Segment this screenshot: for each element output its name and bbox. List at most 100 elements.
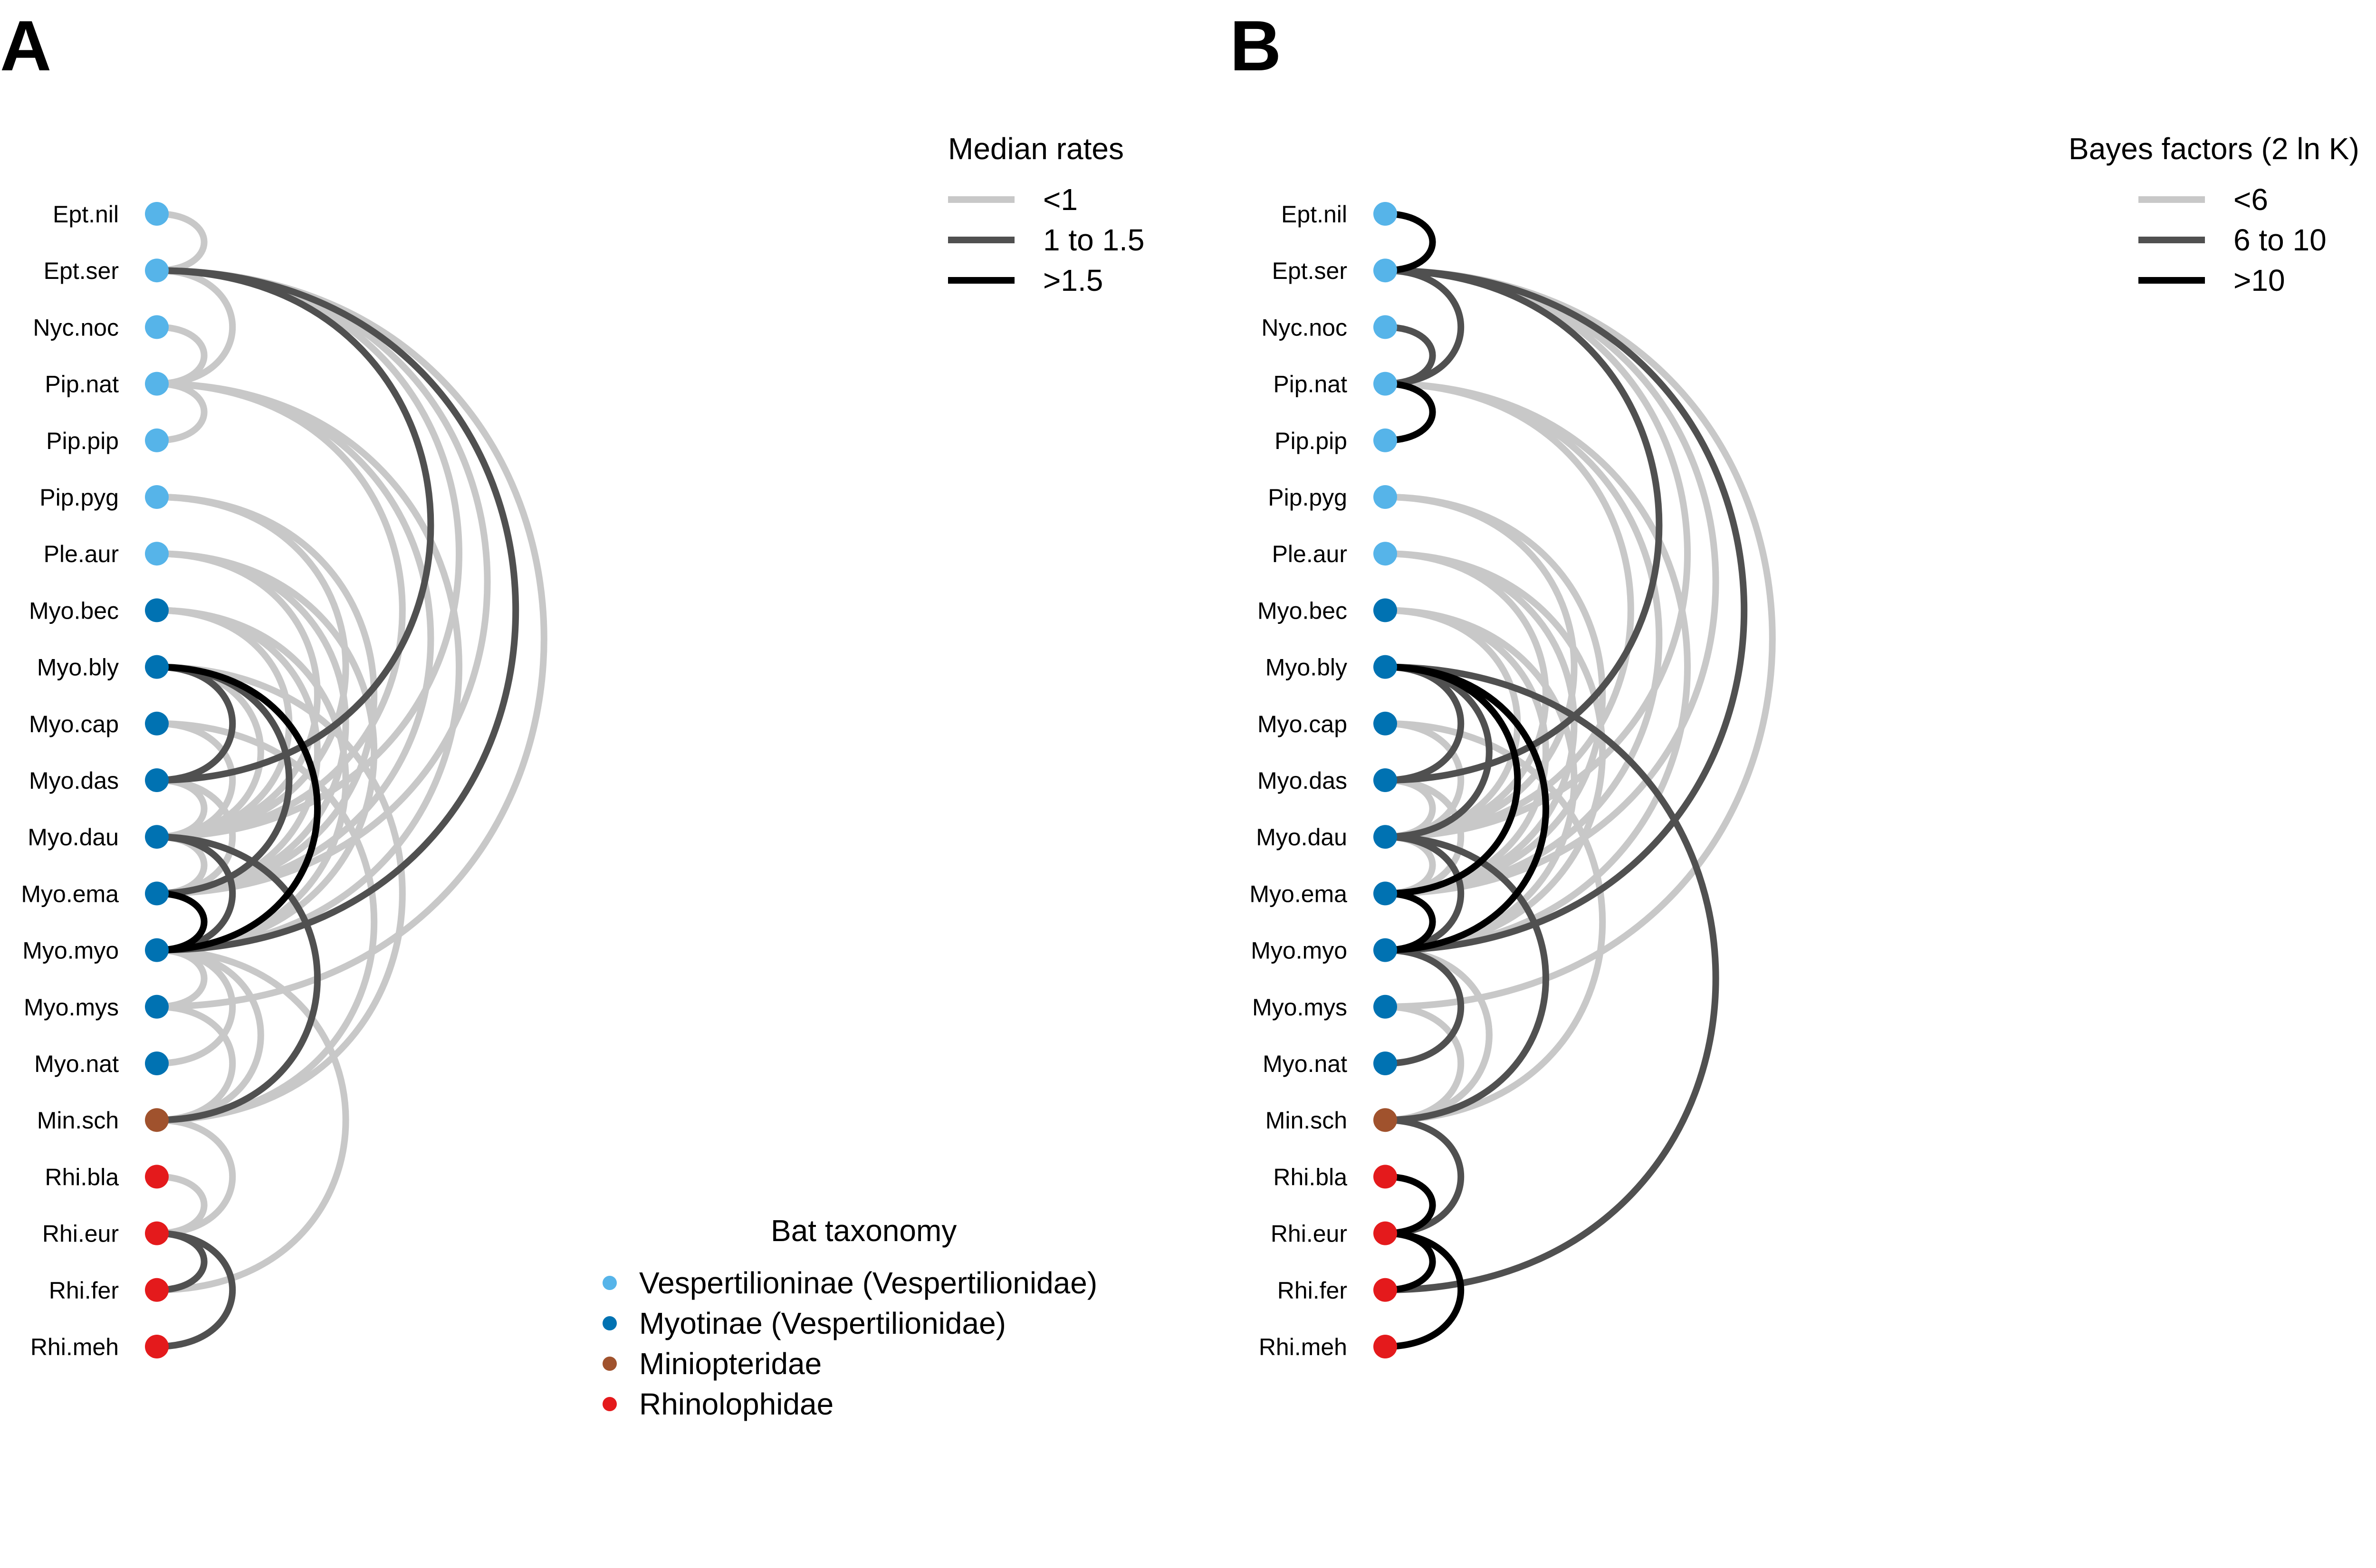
panel-b-legend-title: Bayes factors (2 ln K) xyxy=(2069,132,2359,166)
panel-b-node-myo-cap xyxy=(1373,711,1397,736)
panel-b-node-pip-pyg xyxy=(1373,485,1397,509)
panel-b-node-label-myo-bec: Myo.bec xyxy=(1257,597,1347,624)
panel-a-node-pip-nat xyxy=(145,372,169,396)
panel-b-node-label-rhi-fer: Rhi.fer xyxy=(1277,1277,1347,1304)
panel-b-edge-ept-ser-myo-myo xyxy=(1382,267,1747,954)
panel-a-node-label-ept-nil: Ept.nil xyxy=(53,201,119,228)
panel-b-node-rhi-meh xyxy=(1373,1335,1397,1358)
panel-a-node-nyc-noc xyxy=(145,315,169,339)
panel-b-edge-rhi-bla-rhi-eur xyxy=(1382,1173,1436,1237)
panel-b-nodes: Ept.nil Ept.ser Nyc.noc Pip.nat Pip.pip Pip.p… xyxy=(1249,201,1397,1360)
panel-a-node-label-ple-aur: Ple.aur xyxy=(44,541,119,567)
panel-b-node-label-myo-cap: Myo.cap xyxy=(1257,711,1347,737)
panel-b-edge-ept-nil-ept-ser xyxy=(1382,210,1436,274)
panel-a-edge-rhi-eur-rhi-meh xyxy=(153,1230,236,1350)
panel-a-node-rhi-fer xyxy=(145,1278,169,1302)
panel-a-node-label-pip-nat: Pip.nat xyxy=(45,371,119,398)
panel-b-edges xyxy=(1382,210,1776,1350)
panel-a-edge-pip-pyg-myo-ema xyxy=(153,494,378,897)
panel-a-node-pip-pip xyxy=(145,428,169,452)
panel-b-edge-pip-pyg-myo-ema xyxy=(1382,494,1606,897)
panel-a-edge-ple-aur-myo-ema xyxy=(153,550,349,897)
panel-b-node-label-pip-nat: Pip.nat xyxy=(1273,371,1347,398)
panel-b-edge-myo-dau-min-sch xyxy=(1382,833,1549,1124)
panel-b-node-label-myo-das: Myo.das xyxy=(1257,767,1347,794)
panel-a-node-ept-nil xyxy=(145,202,169,226)
panel-b-node-pip-pip xyxy=(1373,428,1397,452)
panel-a-edge-nyc-noc-pip-nat xyxy=(153,324,208,387)
panel-a-node-label-pip-pyg: Pip.pyg xyxy=(39,484,119,511)
panel-a-node-label-myo-dau: Myo.dau xyxy=(28,824,119,851)
panel-a-node-label-rhi-bla: Rhi.bla xyxy=(45,1164,119,1190)
panel-a-node-myo-das xyxy=(145,768,169,792)
panel-b-letter: B xyxy=(1230,6,1281,86)
panel-a-edge-myo-dau-min-sch xyxy=(153,833,321,1124)
panel-b-node-rhi-eur xyxy=(1373,1221,1397,1245)
panel-b-node-myo-mys xyxy=(1373,994,1397,1019)
panel-a-edge-myo-ema-myo-myo xyxy=(153,890,208,954)
panel-a-node-ple-aur xyxy=(145,542,169,566)
panel-b-edge-ept-ser-myo-mys xyxy=(1382,267,1776,1010)
panel-a-node-myo-myo xyxy=(145,938,169,962)
taxonomy-label-rhinolophidae: Rhinolophidae xyxy=(639,1387,834,1421)
panel-a-node-myo-cap xyxy=(145,711,169,736)
panel-b-node-ept-nil xyxy=(1373,202,1397,226)
panel-b-node-label-rhi-eur: Rhi.eur xyxy=(1271,1221,1347,1247)
panel-b-edge-pip-nat-pip-pip xyxy=(1382,380,1436,444)
panel-b-edge-myo-bly-rhi-fer xyxy=(1382,663,1719,1293)
panel-b-node-pip-nat xyxy=(1373,372,1397,396)
panel-b-node-rhi-bla xyxy=(1373,1165,1397,1189)
panel-a-node-myo-bly xyxy=(145,655,169,679)
panel-a-edge-ept-ser-myo-das xyxy=(153,267,434,784)
panel-a-node-label-min-sch: Min.sch xyxy=(37,1107,119,1134)
panel-b-node-label-myo-dau: Myo.dau xyxy=(1256,824,1347,851)
panel-b-edge-myo-bec-myo-ema xyxy=(1382,607,1549,897)
panel-a-node-label-myo-cap: Myo.cap xyxy=(29,711,119,737)
panel-a-legend-label-high: >1.5 xyxy=(1043,263,1103,297)
taxonomy-label-myotinae: Myotinae (Vespertilionidae) xyxy=(639,1306,1006,1340)
panel-b-edge-min-sch-myo-myo xyxy=(1382,947,1493,1124)
panel-a-legend-title: Median rates xyxy=(948,132,1124,166)
panel-a-edge-ple-aur-myo-myo xyxy=(153,550,378,954)
panel-b-legend-label-mid: 6 to 10 xyxy=(2233,223,2327,257)
panel-b-node-myo-das xyxy=(1373,768,1397,792)
panel-a-edge-myo-bly-myo-myo xyxy=(153,663,321,954)
panel-b-node-myo-nat xyxy=(1373,1052,1397,1075)
panel-a-edge-myo-myo-min-sch xyxy=(153,947,264,1124)
panel-b-node-myo-ema xyxy=(1373,881,1397,906)
panel-b-edge-myo-cap-min-sch xyxy=(1382,720,1606,1124)
panel-a-node-myo-bec xyxy=(145,598,169,622)
panel-b-node-ept-ser xyxy=(1373,258,1397,283)
panel-b-edge-nyc-noc-pip-nat xyxy=(1382,324,1436,387)
panel-b-node-label-min-sch: Min.sch xyxy=(1265,1107,1347,1134)
taxonomy-label-vespertilioninae: Vespertilioninae (Vespertilionidae) xyxy=(639,1266,1097,1300)
panel-b-edge-ple-aur-myo-ema xyxy=(1382,550,1578,897)
panel-a-node-label-myo-bec: Myo.bec xyxy=(29,597,119,624)
panel-b-edge-ple-aur-myo-myo xyxy=(1382,550,1606,954)
panel-b-node-min-sch xyxy=(1373,1108,1397,1132)
taxonomy-swatch-rhinolophidae xyxy=(603,1397,617,1411)
panel-a-nodes: Ept.nil Ept.ser Nyc.noc Pip.nat Pip.pip Pip.p… xyxy=(21,201,169,1360)
panel-a-node-myo-ema xyxy=(145,881,169,906)
panel-a-node-rhi-meh xyxy=(145,1335,169,1358)
panel-b-edge-myo-bly-myo-myo xyxy=(1382,663,1549,954)
panel-b-edge-myo-myo-myo-nat xyxy=(1382,947,1465,1067)
panel-a-edge-ept-ser-myo-myo xyxy=(153,267,519,954)
panel-b-legend: Bayes factors (2 ln K) <6 6 to 10 >10 xyxy=(2069,132,2359,297)
panel-a-node-rhi-eur xyxy=(145,1221,169,1245)
panel-b-edge-pip-nat-myo-myo xyxy=(1382,380,1691,954)
taxonomy-swatch-miniopteridae xyxy=(603,1357,617,1371)
panel-a-node-label-rhi-meh: Rhi.meh xyxy=(30,1334,119,1360)
panel-b-node-myo-bly xyxy=(1373,655,1397,679)
panel-a-legend: Median rates <1 1 to 1.5 >1.5 xyxy=(948,132,1145,297)
panel-b-node-label-myo-mys: Myo.mys xyxy=(1252,994,1347,1021)
panel-b-legend-label-low: <6 xyxy=(2233,182,2268,217)
panel-a-edge-pip-nat-myo-myo xyxy=(153,380,462,954)
panel-a-node-myo-dau xyxy=(145,825,169,849)
panel-b-node-label-ple-aur: Ple.aur xyxy=(1272,541,1347,567)
panel-b-node-ple-aur xyxy=(1373,542,1397,566)
panel-a-edges xyxy=(153,210,547,1350)
panel-a-node-label-pip-pip: Pip.pip xyxy=(46,428,119,454)
panel-a-legend-label-low: <1 xyxy=(1043,182,1078,217)
panel-a-node-ept-ser xyxy=(145,258,169,283)
